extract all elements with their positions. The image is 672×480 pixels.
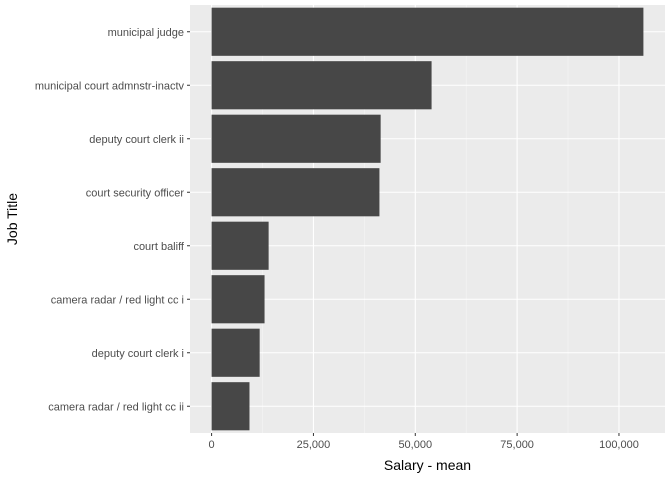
x-axis-title: Salary - mean <box>384 457 471 473</box>
bar <box>211 61 432 110</box>
y-tick-label: municipal judge <box>108 27 184 39</box>
y-axis-title: Job Title <box>4 193 20 245</box>
y-tick-label: court baliff <box>133 241 184 253</box>
bar <box>211 221 269 270</box>
bar <box>211 275 265 324</box>
x-tick-label: 50,000 <box>398 439 432 451</box>
y-tick-label: camera radar / red light cc i <box>51 294 184 306</box>
x-axis: 0 25,000 50,000 75,000 100,000 <box>209 433 639 451</box>
bar <box>211 7 644 56</box>
y-tick-label: court security officer <box>86 187 185 199</box>
y-tick-label: camera radar / red light cc ii <box>48 401 184 413</box>
y-axis: municipal judge municipal court admnstr-i… <box>35 27 190 413</box>
x-tick-label: 100,000 <box>599 439 639 451</box>
y-tick-label: deputy court clerk i <box>92 348 184 360</box>
bar <box>211 114 381 163</box>
x-tick-label: 0 <box>209 439 215 451</box>
x-tick-label: 75,000 <box>500 439 534 451</box>
bar <box>211 168 380 217</box>
y-tick-label: deputy court clerk ii <box>89 134 184 146</box>
bar <box>211 382 250 431</box>
bars <box>211 7 644 431</box>
bar <box>211 328 260 377</box>
x-tick-label: 25,000 <box>297 439 331 451</box>
y-tick-label: municipal court admnstr-inactv <box>35 80 185 92</box>
